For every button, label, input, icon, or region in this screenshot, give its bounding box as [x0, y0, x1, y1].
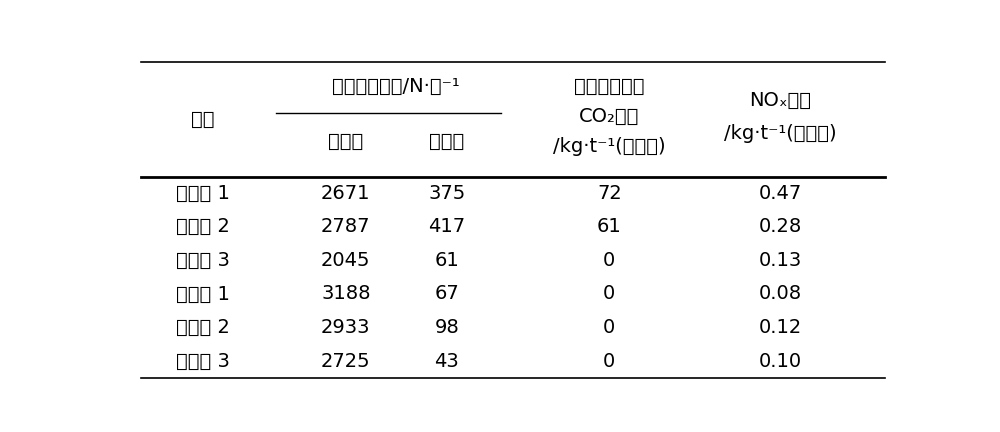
Text: NOₓ排放: NOₓ排放 [749, 91, 811, 110]
Text: 72: 72 [597, 184, 622, 203]
Text: 0.08: 0.08 [758, 285, 801, 303]
Text: 67: 67 [434, 285, 459, 303]
Text: /kg·t⁻¹(球团矿): /kg·t⁻¹(球团矿) [553, 137, 666, 156]
Text: 2671: 2671 [321, 184, 371, 203]
Text: 平均値: 平均値 [328, 132, 364, 151]
Text: 43: 43 [434, 352, 459, 371]
Text: 实施例 3: 实施例 3 [176, 352, 229, 371]
Text: 0.13: 0.13 [758, 251, 802, 270]
Text: 方案: 方案 [191, 110, 214, 129]
Text: 375: 375 [428, 184, 465, 203]
Text: 2787: 2787 [321, 217, 371, 236]
Text: 0: 0 [603, 352, 616, 371]
Text: 0.10: 0.10 [758, 352, 801, 371]
Text: 标准差: 标准差 [429, 132, 464, 151]
Text: 0.28: 0.28 [758, 217, 802, 236]
Text: 对比例 3: 对比例 3 [176, 251, 229, 270]
Text: 98: 98 [434, 318, 459, 337]
Text: 2725: 2725 [321, 352, 371, 371]
Text: 球团抗压强度/N·个⁻¹: 球团抗压强度/N·个⁻¹ [332, 77, 460, 96]
Text: 2933: 2933 [321, 318, 371, 337]
Text: /kg·t⁻¹(球团矿): /kg·t⁻¹(球团矿) [724, 124, 836, 143]
Text: CO₂排放: CO₂排放 [579, 107, 640, 126]
Text: 对比例 2: 对比例 2 [176, 217, 229, 236]
Text: 0.12: 0.12 [758, 318, 802, 337]
Text: 实施例 2: 实施例 2 [176, 318, 229, 337]
Text: 0: 0 [603, 285, 616, 303]
Text: 3188: 3188 [321, 285, 371, 303]
Text: 由供热产生的: 由供热产生的 [574, 77, 645, 96]
Text: 0: 0 [603, 251, 616, 270]
Text: 61: 61 [597, 217, 622, 236]
Text: 61: 61 [434, 251, 459, 270]
Text: 2045: 2045 [321, 251, 371, 270]
Text: 实施例 1: 实施例 1 [176, 285, 229, 303]
Text: 0.47: 0.47 [758, 184, 802, 203]
Text: 对比例 1: 对比例 1 [176, 184, 229, 203]
Text: 417: 417 [428, 217, 465, 236]
Text: 0: 0 [603, 318, 616, 337]
